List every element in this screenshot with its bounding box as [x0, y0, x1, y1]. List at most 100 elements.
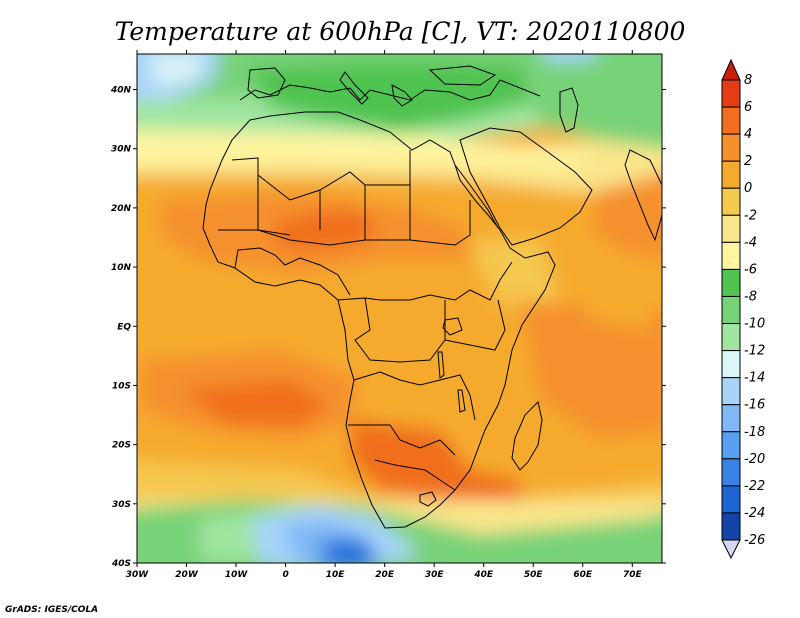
lon-tick-label: 30E [425, 570, 445, 580]
colorbar-label: -26 [744, 533, 765, 548]
axis-labels: 30W 20W 10W 0 10E 20E 30E 40E 50E 60E 70E 40S 30S 20S… [110, 86, 643, 580]
field-sahel-hot [270, 208, 380, 250]
colorbar: 8 6 4 2 0 -2 -4 -6 -8 -10 -12 -14 -16 -18 -20 -22 -24 -26 [721, 58, 765, 560]
colorbar-bin [721, 404, 741, 433]
field-tropical-atlantic-hot [180, 380, 330, 425]
lon-tick-label: 10W [225, 570, 249, 580]
colorbar-bin [721, 79, 741, 108]
lon-tick-label: 20W [175, 570, 199, 580]
lon-tick-label: 40E [473, 570, 494, 580]
lat-tick-label: 40N [110, 86, 132, 96]
colorbar-bin [721, 241, 741, 270]
border-south-africa-inner [419, 491, 437, 507]
caspian-outline [559, 87, 579, 133]
border-west-africa [234, 247, 351, 296]
lon-tick-label: 60E [573, 570, 593, 580]
colorbar-label: -20 [744, 452, 765, 467]
colorbar-label: 2 [744, 154, 752, 169]
colorbar-label: -10 [744, 317, 765, 332]
lat-tick-label: 30N [111, 145, 132, 155]
axis-ticks [133, 50, 666, 567]
field-southern-core [335, 548, 365, 563]
colorbar-bin [721, 106, 741, 135]
colorbar-label: -16 [744, 398, 765, 413]
colorbar-bin [721, 377, 741, 406]
lon-tick-label: 0 [282, 570, 288, 580]
colorbar-label: 4 [744, 127, 752, 142]
colorbar-bin [721, 323, 741, 352]
lat-tick-label: 40S [111, 559, 131, 569]
temperature-field [137, 54, 662, 563]
land-outlines [202, 65, 662, 529]
lat-tick-label: 10S [112, 381, 131, 391]
lon-tick-label: 30W [126, 570, 150, 580]
greece-outline [391, 84, 413, 107]
colorbar-label: -18 [744, 425, 765, 440]
colorbar-bin [721, 160, 741, 189]
colorbar-bin [721, 512, 741, 541]
colorbar-label: -4 [744, 235, 757, 250]
field-mediterranean-green [250, 62, 540, 132]
plot-frame [136, 53, 663, 564]
colorbar-label: -6 [744, 262, 757, 277]
lon-tick-label: 50E [524, 570, 544, 580]
field-indian-ocean-mid [560, 260, 660, 330]
colorbar-bin [721, 133, 741, 162]
map-title: Temperature at 600hPa [C], VT: 202011080… [115, 17, 686, 46]
colorbar-label: -12 [744, 344, 765, 359]
africa-coastline [202, 111, 556, 529]
madagascar-outline [511, 401, 543, 471]
black-sea-outline [428, 65, 497, 86]
colorbar-bin [721, 485, 741, 514]
field-atlantic-cold-nw2 [150, 55, 205, 85]
lon-tick-label: 20E [375, 570, 395, 580]
colorbar-label: -22 [744, 479, 765, 494]
colorbar-bin [721, 350, 741, 379]
colorbar-bin [721, 187, 741, 216]
colorbar-bin [721, 458, 741, 487]
lat-tick-label: 20N [111, 204, 132, 214]
field-indian-ocean-warm [520, 300, 662, 440]
field-northeast-green [520, 61, 662, 148]
colorbar-bin [721, 295, 741, 325]
field-eastern-africa-warm [470, 240, 560, 320]
colorbar-extend-top [721, 58, 741, 81]
iberia-outline [247, 67, 286, 99]
colorbar-label: -2 [744, 208, 757, 223]
colorbar-label: 6 [744, 100, 752, 115]
red-sea-outline [454, 164, 499, 229]
colorbar-bin [721, 214, 741, 243]
border-east-africa [444, 299, 506, 351]
credit-text: GrADS: IGES/COLA [5, 605, 98, 615]
lake-tanganyika [437, 351, 445, 379]
field-southern-africa-hot [350, 420, 520, 500]
italy-outline [339, 71, 369, 105]
colorbar-extend-bottom [721, 539, 741, 560]
lake-victoria [442, 317, 463, 336]
border-southern-2 [348, 424, 456, 456]
colorbar-label: 0 [744, 181, 752, 196]
lat-tick-label: 20S [112, 441, 131, 451]
border-central-1 [337, 261, 513, 301]
colorbar-label: -8 [744, 289, 757, 304]
colorbar-label: -14 [744, 371, 765, 386]
lat-tick-label: 10N [111, 263, 132, 273]
lat-tick-label: EQ [117, 322, 131, 332]
border-central-2 [354, 297, 446, 363]
india-outline [624, 149, 662, 242]
field-northeast-blue [543, 54, 597, 62]
lat-tick-label: 30S [112, 500, 131, 510]
field-arabian-sea-warm [590, 174, 662, 259]
arabia-outline [459, 127, 593, 246]
lon-tick-label: 10E [326, 570, 346, 580]
lon-tick-label: 70E [623, 570, 643, 580]
europe-coastline [239, 79, 541, 101]
colorbar-label: 8 [744, 73, 752, 88]
colorbar-bin [721, 268, 741, 297]
border-southern-3 [374, 459, 456, 491]
lake-malawi [457, 389, 466, 413]
border-sahel [218, 200, 471, 246]
field-congo-mid [330, 300, 470, 380]
colorbar-bin [721, 431, 741, 460]
